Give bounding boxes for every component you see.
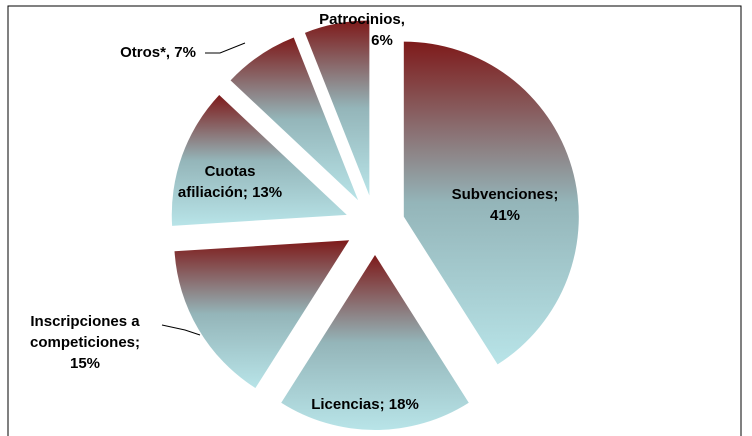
pie-slice — [174, 240, 350, 389]
data-label: competiciones; — [30, 334, 140, 351]
data-label: Otros*, 7% — [120, 44, 196, 61]
data-label: 15% — [70, 355, 100, 372]
chart-frame — [7, 5, 742, 436]
pie-slice — [171, 95, 347, 226]
leader-line — [161, 324, 201, 336]
pie-slice — [304, 20, 370, 196]
data-label: Subvenciones; — [452, 186, 559, 203]
data-label: 41% — [490, 207, 520, 224]
slices — [171, 20, 579, 430]
pie-slice — [403, 41, 579, 365]
data-label: 6% — [371, 32, 393, 49]
pie-slice — [230, 37, 359, 201]
data-label: Inscripciones a — [30, 313, 140, 330]
data-label: Licencias; 18% — [311, 396, 419, 413]
data-label: afiliación; 13% — [178, 184, 282, 201]
data-label: Cuotas — [205, 163, 256, 180]
pie-slice — [281, 255, 469, 430]
labels: Subvenciones; 41% Licencias; 18% Inscripcio… — [30, 11, 558, 413]
leader-line — [205, 42, 246, 54]
data-label: Patrocinios, — [319, 11, 405, 28]
